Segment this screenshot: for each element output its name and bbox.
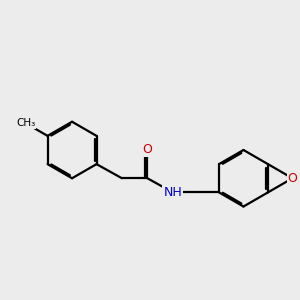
Text: O: O [287,172,297,185]
Text: CH₃: CH₃ [16,118,35,128]
Text: O: O [142,143,152,157]
Text: O: O [287,172,297,185]
Text: NH: NH [164,186,182,199]
